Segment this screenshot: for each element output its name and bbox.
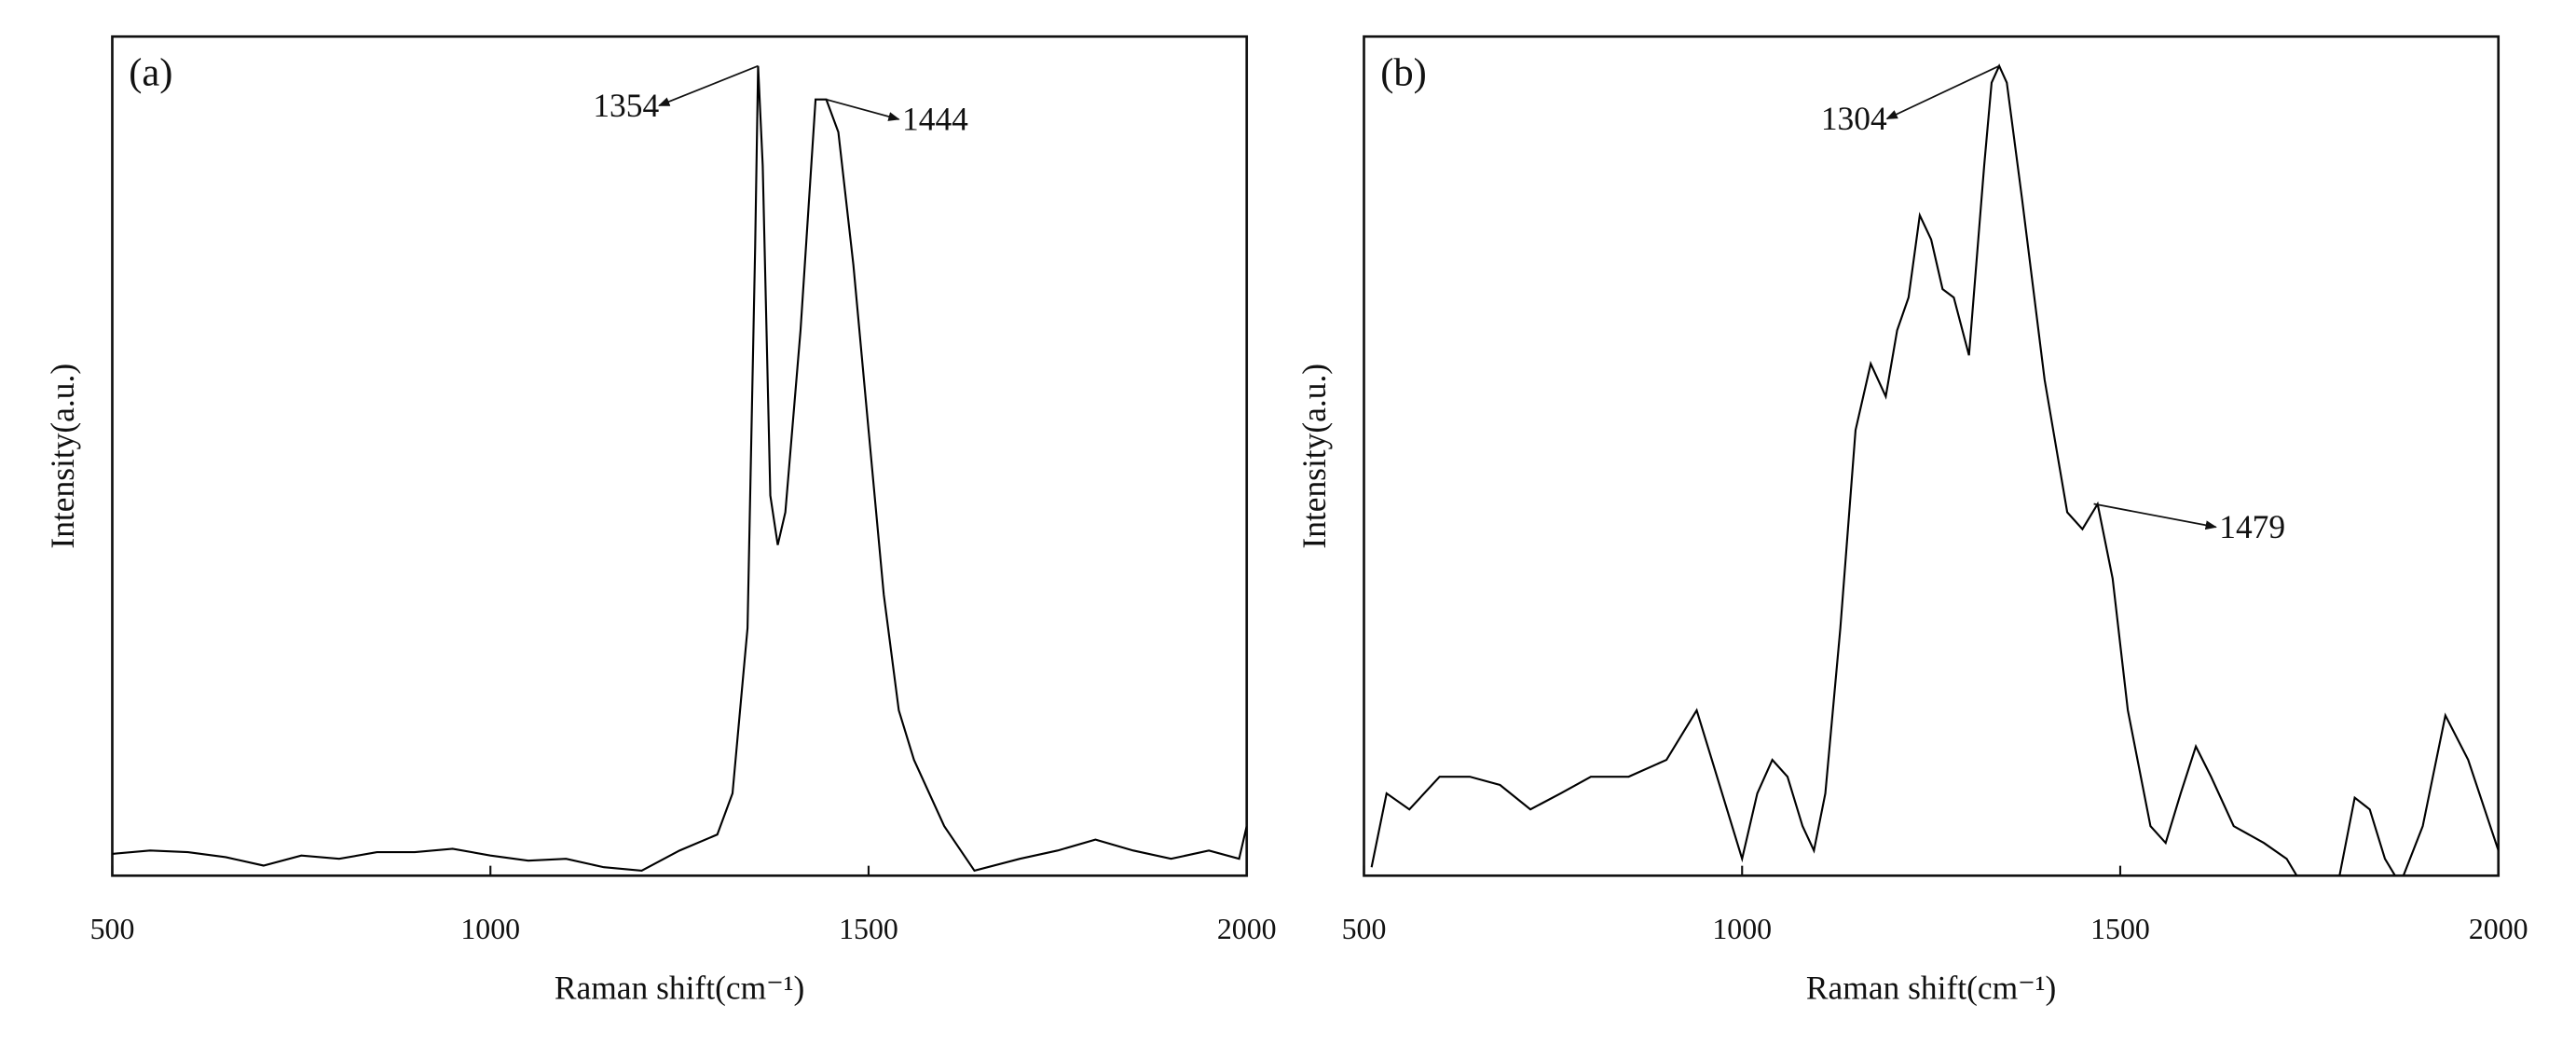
x-tick-label: 1000 — [460, 913, 520, 945]
x-tick-label: 1500 — [2090, 913, 2150, 945]
y-axis-label: Intensity(a.u.) — [44, 364, 81, 549]
annotation-arrow — [658, 64, 759, 107]
annotation-label: 1304 — [1821, 100, 1887, 137]
x-tick-label: 1000 — [1712, 913, 1772, 945]
x-tick-label: 2000 — [1217, 913, 1277, 945]
spectrum-line — [112, 65, 1247, 873]
annotation-label: 1354 — [593, 87, 659, 124]
annotation-arrow — [2093, 502, 2217, 530]
panel-label: (a) — [129, 50, 172, 94]
x-tick-label: 500 — [1342, 913, 1387, 945]
annotation-arrow — [826, 98, 900, 121]
panel-label: (b) — [1380, 50, 1427, 94]
x-tick-label: 1500 — [839, 913, 898, 945]
x-tick-label: 2000 — [2469, 913, 2528, 945]
plot-frame — [111, 34, 1249, 877]
plot-frame — [1363, 34, 2501, 877]
annotation-label: 1444 — [902, 101, 968, 138]
x-tick-label: 500 — [90, 913, 135, 945]
y-axis-label: Intensity(a.u.) — [1295, 364, 1333, 549]
x-axis-label: Raman shift(cm⁻¹) — [555, 969, 804, 1006]
annotation-arrow — [1885, 64, 2000, 120]
annotation-label: 1479 — [2219, 508, 2285, 545]
spectrum-line — [1370, 63, 2499, 876]
x-axis-label: Raman shift(cm⁻¹) — [1806, 969, 2056, 1006]
